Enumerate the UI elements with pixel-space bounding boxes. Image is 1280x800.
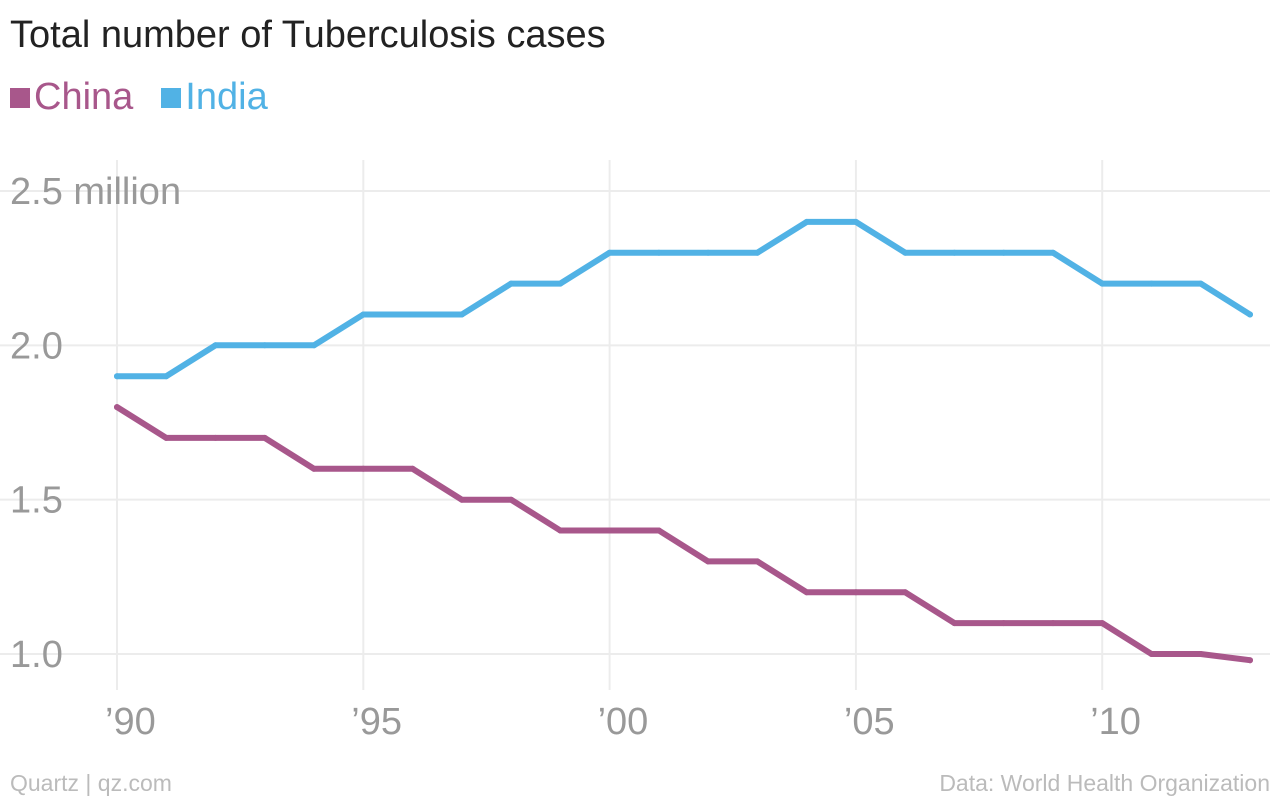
data-point-india-1992 xyxy=(212,342,219,349)
data-point-china-1996 xyxy=(409,465,416,472)
data-point-india-1990 xyxy=(114,373,120,380)
data-point-india-1995 xyxy=(360,311,367,318)
y-axis-labels: 2.5 million 2.0 1.5 1.0 xyxy=(10,171,181,676)
data-point-india-1997 xyxy=(458,311,465,318)
data-point-china-1990 xyxy=(114,404,120,411)
data-point-china-2004 xyxy=(803,589,810,596)
x-tick-label-0: ’90 xyxy=(105,701,156,743)
data-point-india-2013 xyxy=(1247,311,1253,318)
source-credit: Quartz | qz.com xyxy=(10,770,172,796)
series-line-china xyxy=(114,404,1253,664)
data-point-china-1997 xyxy=(458,496,465,503)
legend-swatch-china xyxy=(10,87,30,108)
data-point-india-2010 xyxy=(1099,280,1106,287)
data-point-china-1993 xyxy=(261,434,268,441)
data-point-china-2005 xyxy=(852,589,859,596)
data-point-india-2004 xyxy=(803,218,810,225)
data-point-india-2003 xyxy=(754,249,761,256)
data-point-india-1996 xyxy=(409,311,416,318)
data-point-india-1991 xyxy=(163,373,170,380)
x-tick-label-3: ’05 xyxy=(844,701,895,743)
data-point-china-2007 xyxy=(951,620,958,627)
data-point-china-1992 xyxy=(212,434,219,441)
legend-label-china: China xyxy=(34,76,134,118)
data-point-china-2009 xyxy=(1050,620,1056,627)
y-tick-label-0: 2.5 million xyxy=(10,171,181,213)
series-line-india xyxy=(114,218,1253,380)
data-point-india-1998 xyxy=(508,280,515,287)
data-point-china-1995 xyxy=(360,465,367,472)
data-point-china-2010 xyxy=(1099,620,1106,627)
legend-label-india: India xyxy=(185,76,268,118)
data-point-india-2002 xyxy=(705,249,712,256)
data-point-china-2001 xyxy=(655,527,662,534)
data-point-india-1993 xyxy=(261,342,268,349)
data-point-china-2000 xyxy=(606,527,613,534)
data-point-china-2006 xyxy=(902,589,909,596)
data-point-china-1994 xyxy=(311,465,317,472)
data-point-india-1994 xyxy=(311,342,317,349)
x-tick-label-1: ’95 xyxy=(351,701,402,743)
data-point-india-2012 xyxy=(1197,280,1204,287)
data-point-china-1991 xyxy=(163,434,170,441)
data-point-india-2007 xyxy=(951,249,958,256)
data-point-india-2005 xyxy=(852,218,859,225)
data-point-india-2000 xyxy=(606,249,613,256)
legend: China India xyxy=(10,76,296,119)
data-point-india-1999 xyxy=(557,280,564,287)
y-tick-label-3: 1.0 xyxy=(10,634,63,676)
y-tick-label-2: 1.5 xyxy=(10,480,63,522)
data-point-india-2011 xyxy=(1148,280,1155,287)
data-point-india-2008 xyxy=(1000,249,1007,256)
x-axis-labels: ’90 ’95 ’00 ’05 ’10 xyxy=(105,701,1141,743)
data-source: Data: World Health Organization xyxy=(939,770,1270,796)
data-point-india-2006 xyxy=(902,249,909,256)
data-point-china-2013 xyxy=(1247,657,1253,664)
legend-item-china: China xyxy=(10,76,133,119)
gridlines xyxy=(0,160,1270,690)
chart-title: Total number of Tuberculosis cases xyxy=(10,14,606,56)
data-point-china-2008 xyxy=(1000,620,1007,627)
legend-swatch-india xyxy=(161,87,182,108)
data-point-china-1998 xyxy=(508,496,515,503)
data-point-china-2002 xyxy=(705,558,712,565)
x-tick-label-4: ’10 xyxy=(1090,701,1141,743)
data-point-china-2011 xyxy=(1148,651,1155,657)
y-tick-label-1: 2.0 xyxy=(10,325,63,367)
legend-item-india: India xyxy=(161,76,268,119)
x-tick-label-2: ’00 xyxy=(598,701,649,743)
data-point-china-1999 xyxy=(557,527,564,534)
data-point-india-2001 xyxy=(655,249,662,256)
data-point-china-2003 xyxy=(754,558,761,565)
series-lines xyxy=(114,218,1253,664)
data-point-china-2012 xyxy=(1197,651,1204,657)
data-point-india-2009 xyxy=(1050,249,1056,256)
